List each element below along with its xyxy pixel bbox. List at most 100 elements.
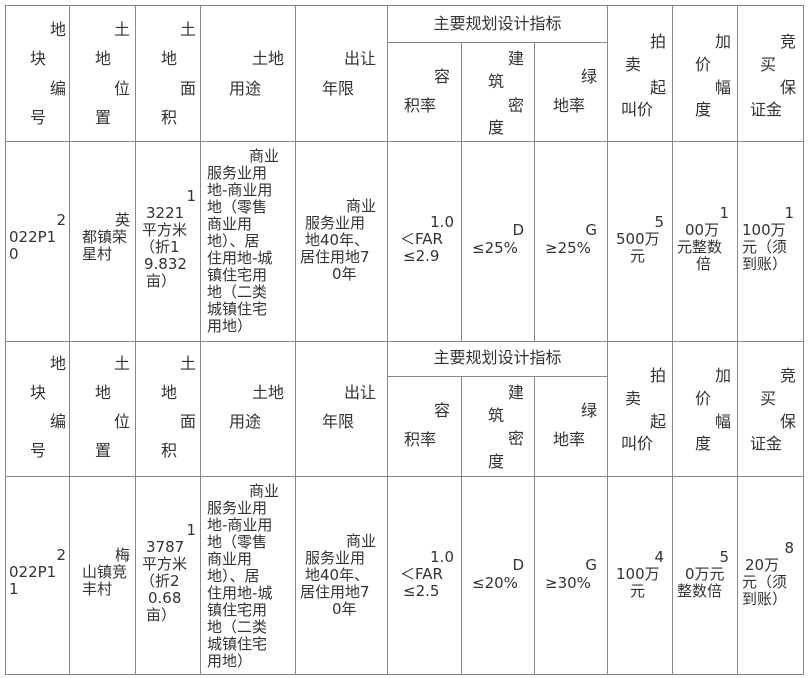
header-density-4: 度 — [488, 118, 505, 137]
repeat-header-density-4: 度 — [488, 452, 505, 471]
row1-use-9: 地（二类 — [207, 283, 268, 301]
header-cell-indicators-group — [387, 5, 608, 43]
row1-density-2: ≤25% — [472, 239, 518, 257]
row2-location-1: 梅 — [114, 546, 130, 564]
row2-use-6: 地）、居 — [207, 567, 260, 585]
row1-cell-use — [200, 141, 296, 342]
row1-cell-term — [295, 141, 388, 342]
row1-use-2: 服务业用 — [207, 164, 268, 182]
row2-density-2: ≤20% — [472, 574, 518, 592]
row2-area-4: （折2 — [140, 572, 180, 590]
repeat-header-cell-term — [295, 341, 388, 477]
header-cell-increment — [672, 5, 738, 142]
repeat-header-area-4: 积 — [161, 441, 178, 460]
header-plot-no-3: 编 — [49, 79, 66, 98]
row1-far-1: 1.0 — [430, 213, 454, 231]
row2-location-2: 山镇竞 — [82, 563, 128, 581]
row2-green-1: G — [585, 556, 597, 574]
row1-cell-start-price — [607, 141, 673, 342]
repeat-header-increment-3: 幅 — [714, 412, 731, 431]
row2-far-3: ≤2.5 — [403, 582, 440, 600]
row2-cell-deposit — [737, 476, 804, 675]
repeat-header-use-1: 土地 — [251, 383, 284, 402]
repeat-header-plot-no-3: 编 — [49, 412, 66, 431]
row1-increment-3: 元整数 — [677, 238, 723, 256]
row2-area-5: 0.68 — [148, 589, 182, 607]
row1-cell-plot-no — [5, 141, 70, 342]
row2-use-11: 用地） — [207, 652, 253, 670]
repeat-header-start-price-1: 拍 — [649, 366, 666, 385]
header-use-2: 用途 — [229, 79, 262, 98]
repeat-header-density-1: 建 — [507, 383, 524, 402]
header-location-3: 位 — [113, 79, 130, 98]
header-plot-no-2: 块 — [30, 49, 47, 68]
repeat-header-area-2: 地 — [161, 383, 178, 402]
row1-cell-deposit — [737, 141, 804, 342]
row2-use-1: 商业 — [248, 482, 279, 500]
header-term-2: 年限 — [322, 79, 355, 98]
repeat-header-deposit-3: 保 — [779, 412, 796, 431]
row1-use-3: 地-商业用 — [207, 181, 273, 199]
repeat-header-start-price-4: 叫价 — [621, 434, 654, 453]
row2-term-3: 地40年、 — [305, 566, 370, 584]
header-cell-plot-no — [5, 5, 70, 142]
repeat-header-location-2: 地 — [95, 383, 112, 402]
row1-use-5: 商业用 — [207, 215, 253, 233]
row1-use-1: 商业 — [248, 147, 279, 165]
header-green-2: 地率 — [553, 96, 586, 115]
row1-far-2: ＜FAR — [400, 230, 443, 248]
row1-increment-1: 1 — [719, 204, 729, 222]
row1-green-1: G — [585, 221, 597, 239]
row2-location-3: 丰村 — [82, 580, 113, 598]
row1-plot-no-3: 0 — [9, 245, 19, 263]
repeat-header-deposit-4: 证金 — [750, 434, 783, 453]
row2-cell-increment — [672, 476, 738, 675]
header-density-1: 建 — [507, 49, 524, 68]
row1-start-price-1: 5 — [654, 213, 664, 231]
row1-use-10: 城镇住宅 — [207, 300, 268, 318]
repeat-header-cell-green — [534, 376, 608, 477]
row2-term-2: 服务业用 — [305, 549, 366, 567]
row1-increment-2: 00万 — [685, 221, 720, 239]
row2-use-8: 镇住宅用 — [207, 601, 268, 619]
row2-start-price-3: 元 — [630, 582, 646, 600]
row2-use-2: 服务业用 — [207, 499, 268, 517]
row1-location-3: 星村 — [82, 245, 113, 263]
row2-deposit-4: 到账） — [742, 590, 788, 608]
repeat-header-start-price-3: 起 — [649, 412, 666, 431]
header-location-2: 地 — [95, 49, 112, 68]
repeat-header-far-1: 容 — [433, 401, 450, 420]
row1-term-3: 地40年、 — [305, 231, 370, 249]
row2-area-2: 3787 — [146, 538, 185, 556]
header-increment-3: 幅 — [714, 78, 731, 97]
row1-use-11: 用地） — [207, 317, 253, 335]
header-area-1: 土 — [179, 20, 196, 39]
repeat-header-plot-no-4: 号 — [30, 441, 47, 460]
row2-start-price-2: 100万 — [616, 565, 660, 583]
header-far-2: 积率 — [404, 96, 437, 115]
repeat-header-area-1: 土 — [179, 354, 196, 373]
row1-area-2: 3221 — [146, 204, 185, 222]
header-increment-1: 加 — [714, 32, 731, 51]
header-plot-no-1: 地 — [49, 20, 66, 39]
row2-deposit-3: 元（须 — [742, 573, 788, 591]
row1-density-1: D — [512, 221, 524, 239]
repeat-header-increment-2: 价 — [695, 389, 712, 408]
header-deposit-2: 买 — [760, 55, 777, 74]
repeat-header-area-3: 面 — [179, 412, 196, 431]
row2-cell-plot-no — [5, 476, 70, 675]
row1-term-1: 商业 — [345, 197, 376, 215]
row1-area-3: 平方米 — [142, 221, 188, 239]
header-density-2: 筑 — [488, 72, 505, 91]
repeat-header-term-1: 出让 — [343, 383, 376, 402]
row2-increment-3: 整数倍 — [677, 582, 723, 600]
row1-area-4: （折1 — [140, 238, 180, 256]
row1-cell-location — [69, 141, 136, 342]
header-cell-green — [534, 42, 608, 142]
row2-term-1: 商业 — [345, 532, 376, 550]
header-cell-density — [461, 42, 535, 142]
row1-term-5: 0年 — [332, 265, 357, 283]
repeat-header-deposit-2: 买 — [760, 389, 777, 408]
row1-area-6: 亩） — [146, 272, 177, 290]
row1-term-4: 居住用地7 — [300, 248, 370, 266]
